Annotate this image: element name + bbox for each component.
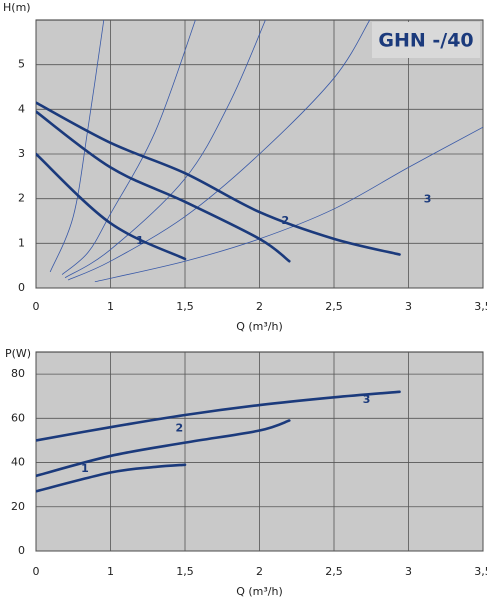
system-curve	[64, 20, 266, 279]
x-tick-label: 3,5	[474, 300, 487, 313]
x-tick-label: 3,5	[474, 565, 487, 578]
pump-curve	[36, 419, 291, 478]
pump-curve	[36, 110, 291, 263]
y-tick-label: 3	[18, 147, 25, 160]
plot-lines	[36, 20, 483, 283]
x-tick-label: 0	[33, 300, 40, 313]
y-tick-label: 20	[11, 500, 25, 513]
y-tick-label: 0	[18, 544, 25, 557]
pump-curve	[36, 152, 187, 261]
y-tick-label: 5	[18, 58, 25, 71]
system-curve	[49, 20, 105, 273]
x-tick-label: 1	[107, 565, 114, 578]
x-tick-label: 2	[256, 300, 263, 313]
y-tick-label: 1	[18, 236, 25, 249]
system-curve	[61, 20, 196, 275]
curve-label: 2	[175, 422, 183, 435]
curve-label: 2	[281, 214, 289, 227]
y-tick-label: 80	[11, 367, 25, 380]
pump-curve	[36, 101, 401, 256]
curve-label: 1	[81, 462, 89, 475]
y-tick-label: 60	[11, 411, 25, 424]
x-tick-label: 2,5	[325, 300, 343, 313]
x-tick-label: 1	[107, 300, 114, 313]
annotation: GHN -/40	[378, 30, 473, 52]
system-curve	[67, 20, 371, 281]
pump-curve	[36, 463, 187, 493]
y-tick-label: 40	[11, 456, 25, 469]
x-tick-label: 3	[405, 565, 412, 578]
curve-label: 3	[363, 393, 371, 406]
x-axis-title: Q (m³/h)	[236, 320, 283, 333]
x-tick-label: 1,5	[176, 300, 194, 313]
x-tick-label: 1,5	[176, 565, 194, 578]
x-tick-label: 3	[405, 300, 412, 313]
x-tick-label: 2	[256, 565, 263, 578]
x-tick-label: 0	[33, 565, 40, 578]
x-axis-title: Q (m³/h)	[236, 585, 283, 598]
curve-label: 3	[424, 193, 432, 206]
curve-label: 1	[136, 234, 144, 247]
y-axis-title: P(W)	[5, 347, 31, 360]
pump-curve	[36, 390, 401, 442]
system-curve	[94, 126, 483, 283]
plot-lines	[36, 390, 401, 493]
x-tick-label: 2,5	[325, 565, 343, 578]
y-tick-label: 4	[18, 102, 25, 115]
y-tick-label: 2	[18, 192, 25, 205]
y-axis-title: H(m)	[3, 1, 31, 14]
annotation-box	[372, 22, 480, 58]
y-tick-label: 0	[18, 281, 25, 294]
